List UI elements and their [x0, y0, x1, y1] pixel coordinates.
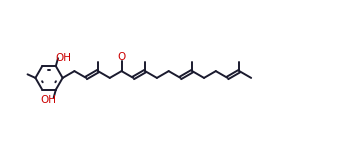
Text: O: O — [117, 52, 126, 62]
Text: OH: OH — [55, 53, 71, 62]
Text: OH: OH — [41, 95, 57, 105]
